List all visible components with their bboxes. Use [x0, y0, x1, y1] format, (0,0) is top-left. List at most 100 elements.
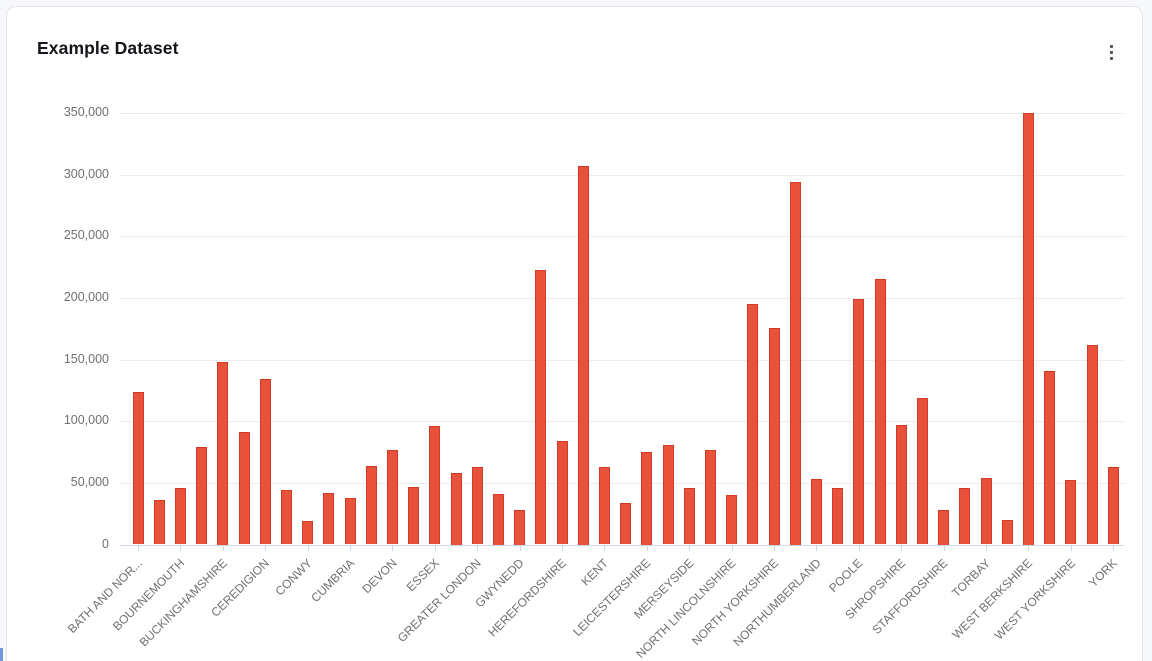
bar[interactable]: [598, 466, 610, 545]
y-axis-tick-label: 250,000: [63, 228, 109, 243]
x-axis-tick: [519, 545, 521, 551]
x-axis-tick: [816, 545, 818, 551]
bar[interactable]: [853, 299, 865, 545]
bar[interactable]: [217, 362, 229, 545]
bar[interactable]: [429, 426, 441, 545]
bar[interactable]: [810, 479, 822, 545]
bar-chart: 0 50,000 100,000 150,000 200,000 250,000 300,0…: [7, 7, 1152, 661]
bar[interactable]: [980, 477, 992, 545]
bar[interactable]: [1065, 480, 1077, 545]
x-axis-tick-label: WEST YORKSHIRE: [991, 555, 1078, 642]
bar[interactable]: [153, 500, 165, 545]
bar[interactable]: [895, 424, 907, 545]
x-axis-tick: [1070, 545, 1072, 551]
bar[interactable]: [259, 379, 271, 545]
x-axis-tick-label: ESSEX: [403, 555, 442, 594]
bar[interactable]: [1022, 113, 1034, 545]
bar[interactable]: [514, 510, 526, 545]
bottom-left-accent: [0, 648, 3, 661]
bar[interactable]: [196, 447, 208, 545]
y-axis-tick-label: 100,000: [63, 413, 109, 428]
x-axis-tick: [901, 545, 903, 551]
bar[interactable]: [302, 521, 314, 545]
bar[interactable]: [747, 304, 759, 545]
bar[interactable]: [641, 452, 653, 545]
bar[interactable]: [280, 490, 292, 545]
bar[interactable]: [726, 495, 738, 545]
bar[interactable]: [535, 269, 547, 545]
bar[interactable]: [620, 502, 632, 545]
y-gridline: [120, 482, 1124, 484]
x-axis-tick: [138, 545, 139, 551]
bar[interactable]: [132, 391, 144, 545]
bar[interactable]: [344, 497, 356, 545]
chart-card: Example Dataset 0 50,000 100,000 150,000 200…: [6, 6, 1143, 661]
bar[interactable]: [959, 487, 971, 545]
bar[interactable]: [789, 182, 801, 545]
x-axis-tick: [646, 545, 648, 551]
bar[interactable]: [471, 466, 483, 545]
y-axis-tick-label: 0: [102, 536, 109, 551]
bar[interactable]: [386, 449, 398, 545]
x-axis-tick-label: WEST BERKSHIRE: [949, 555, 1036, 642]
x-axis-tick-label: YORK: [1086, 555, 1121, 590]
kebab-dot: [1109, 44, 1113, 48]
x-axis-tick: [307, 545, 309, 551]
bar[interactable]: [365, 465, 377, 545]
bar[interactable]: [238, 432, 250, 545]
chart-title: Example Dataset: [37, 38, 179, 58]
x-axis-tick-label: POOLE: [826, 555, 866, 595]
x-axis-tick: [1113, 545, 1115, 551]
bar[interactable]: [174, 487, 186, 545]
x-axis-tick: [265, 545, 267, 551]
bar[interactable]: [1001, 519, 1013, 545]
x-axis-tick: [943, 545, 945, 551]
x-axis-tick: [434, 545, 436, 551]
y-gridline: [120, 236, 1124, 238]
x-axis-tick: [604, 545, 606, 551]
x-axis-line: [120, 544, 1124, 546]
y-axis-tick-label: 150,000: [63, 351, 109, 366]
kebab-menu-icon[interactable]: [1103, 41, 1119, 63]
bar[interactable]: [938, 510, 950, 545]
bar[interactable]: [1107, 466, 1119, 545]
bar[interactable]: [492, 494, 504, 545]
y-gridline: [120, 359, 1124, 361]
bar[interactable]: [832, 487, 844, 545]
y-axis-tick-label: 300,000: [63, 166, 109, 181]
bar[interactable]: [768, 327, 780, 545]
bar[interactable]: [1044, 370, 1056, 545]
x-axis-tick: [689, 545, 691, 551]
bar[interactable]: [683, 487, 695, 545]
y-axis-tick-label: 50,000: [70, 474, 109, 489]
x-axis-tick-label: STAFFORDSHIRE: [869, 555, 951, 637]
bar[interactable]: [577, 166, 589, 545]
bar[interactable]: [450, 473, 462, 545]
y-axis-tick-label: 350,000: [63, 105, 109, 119]
bar[interactable]: [916, 397, 928, 545]
y-axis-tick-label: 200,000: [63, 289, 109, 304]
x-axis-tick-label: HEREFORDSHIRE: [485, 555, 569, 639]
y-gridline: [120, 174, 1124, 176]
y-gridline: [120, 113, 1124, 114]
x-axis-tick-label: GREATER LONDON: [395, 555, 485, 645]
x-axis-tick: [477, 545, 479, 551]
x-axis-tick: [731, 545, 733, 551]
bar[interactable]: [556, 440, 568, 545]
x-axis-tick: [986, 545, 987, 551]
bar[interactable]: [704, 449, 716, 545]
y-gridline: [120, 421, 1124, 423]
bar[interactable]: [408, 486, 420, 545]
bar[interactable]: [662, 444, 674, 545]
x-axis-tick-label: BOURNEMOUTH: [109, 555, 188, 633]
bar[interactable]: [874, 279, 886, 545]
bar[interactable]: [1086, 344, 1098, 545]
x-axis-tick: [350, 545, 351, 551]
y-gridline: [120, 297, 1124, 299]
bar[interactable]: [323, 492, 335, 545]
x-axis-tick-label: BATH AND NOR...: [64, 555, 145, 636]
kebab-dot: [1109, 56, 1113, 60]
x-axis-tick-label: LEICESTERSHIRE: [570, 555, 654, 639]
x-axis-tick: [774, 545, 775, 551]
